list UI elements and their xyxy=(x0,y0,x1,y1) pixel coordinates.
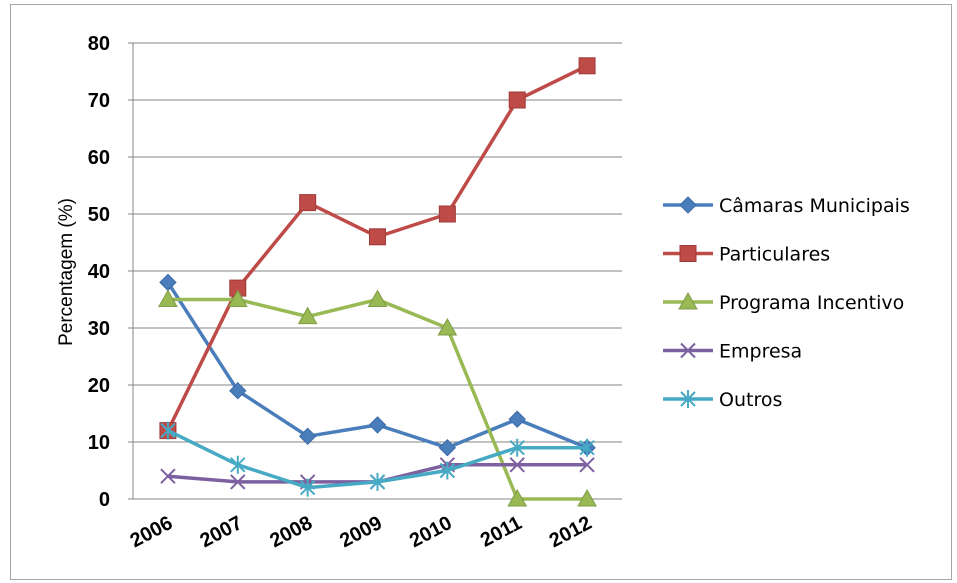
legend-item: Programa Incentivo xyxy=(663,291,904,314)
series-line xyxy=(167,297,588,501)
y-axis-title: Percentagem (%) xyxy=(56,198,77,346)
data-point xyxy=(158,289,178,307)
x-tick-label: 2010 xyxy=(406,512,456,552)
y-tick-label: 30 xyxy=(88,318,110,340)
legend-marker xyxy=(678,291,698,310)
legend-marker xyxy=(680,390,696,408)
series-square xyxy=(159,57,596,440)
x-tick-label: 2009 xyxy=(336,512,386,552)
y-tick-label: 40 xyxy=(88,261,110,283)
data-point xyxy=(369,228,386,246)
data-point xyxy=(507,488,528,507)
legend-item: Câmaras Municipais xyxy=(663,195,910,217)
x-tick-label: 2012 xyxy=(546,512,596,552)
data-point xyxy=(230,455,246,474)
legend-label: Empresa xyxy=(719,341,802,363)
data-point xyxy=(438,438,457,457)
legend-label: Câmaras Municipais xyxy=(719,195,910,217)
data-point xyxy=(369,472,386,491)
y-tick-label: 70 xyxy=(88,90,110,112)
y-tick-label: 10 xyxy=(88,432,110,454)
data-point xyxy=(577,488,597,507)
data-point xyxy=(230,474,246,490)
data-point xyxy=(367,289,388,307)
data-point xyxy=(579,457,595,473)
series-star xyxy=(160,421,595,497)
legend-item: Outros xyxy=(663,389,782,411)
y-tick-label: 20 xyxy=(88,375,110,397)
data-point xyxy=(438,205,456,223)
data-point xyxy=(229,381,247,400)
legend-marker xyxy=(680,342,696,359)
legend-marker xyxy=(679,245,697,262)
data-point xyxy=(160,468,176,484)
legend: Câmaras Municipais Particulares Programa I… xyxy=(663,195,910,411)
series-line xyxy=(166,64,588,432)
y-tick-label: 0 xyxy=(99,489,110,511)
x-tick-label: 2006 xyxy=(127,512,177,552)
legend-label: Outros xyxy=(719,389,782,411)
y-axis-ticks: 0 10 20 30 40 50 60 70 80 xyxy=(88,33,133,511)
x-axis-ticks: 2006 2007 2008 2009 2010 2011 2012 xyxy=(127,512,596,552)
data-point xyxy=(579,438,595,457)
data-point xyxy=(437,317,458,336)
legend-label: Programa Incentivo xyxy=(719,292,904,314)
legend-marker xyxy=(679,196,697,214)
x-tick-label: 2011 xyxy=(477,512,526,552)
data-point xyxy=(509,457,525,473)
y-tick-label: 50 xyxy=(88,204,110,226)
data-point xyxy=(298,427,317,446)
data-point xyxy=(299,194,317,212)
data-point xyxy=(368,416,387,434)
data-point xyxy=(578,57,596,75)
y-tick-label: 60 xyxy=(88,147,110,169)
series-group xyxy=(158,57,597,507)
data-point xyxy=(508,91,526,109)
data-point xyxy=(227,289,248,307)
series-diamond xyxy=(159,273,596,457)
series-triangle xyxy=(158,289,597,507)
data-point xyxy=(297,306,318,325)
legend-item: Particulares xyxy=(663,244,830,266)
x-tick-label: 2007 xyxy=(197,512,247,552)
x-tick-label: 2008 xyxy=(266,512,316,552)
legend-label: Particulares xyxy=(719,244,830,266)
legend-item: Empresa xyxy=(663,341,802,363)
data-point xyxy=(299,478,316,497)
data-point xyxy=(508,410,526,428)
data-point xyxy=(509,438,525,457)
y-tick-label: 80 xyxy=(88,33,110,55)
data-point xyxy=(160,421,176,440)
data-point xyxy=(439,461,456,480)
